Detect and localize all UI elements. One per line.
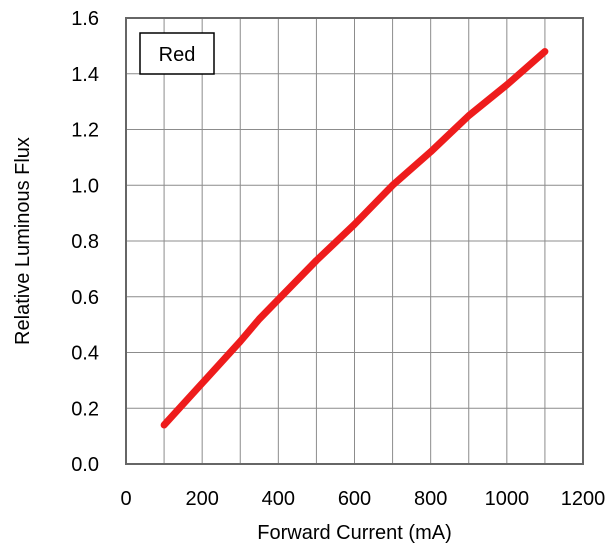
y-tick-label: 1.4 [71,64,99,86]
x-tick-label: 600 [338,488,371,510]
x-tick-label: 0 [120,488,131,510]
y-tick-label: 0.6 [71,287,99,309]
y-tick-label: 0.8 [71,231,99,253]
plot-frame [125,17,584,465]
y-tick-label: 0.0 [71,454,99,476]
x-tick-labels: 0 200 400 600 800 1000 1200 [120,488,605,510]
x-axis-label: Forward Current (mA) [257,522,451,544]
grid [126,18,583,464]
x-tick-label: 800 [414,488,447,510]
x-tick-label: 1200 [561,488,606,510]
y-tick-label: 1.2 [71,120,99,142]
x-tick-label: 1000 [485,488,530,510]
series-line-red [160,48,549,429]
x-tick-label: 400 [262,488,295,510]
x-tick-label: 200 [185,488,218,510]
y-tick-label: 0.2 [71,398,99,420]
y-tick-label: 1.6 [71,8,99,30]
y-tick-label: 1.0 [71,175,99,197]
series-lines [160,48,549,429]
legend-label: Red [159,44,196,66]
legend-box [139,32,215,75]
legend: Red [139,32,215,75]
y-tick-labels: 0.0 0.2 0.4 0.6 0.8 1.0 1.2 1.4 1.6 [71,8,99,476]
y-tick-label: 0.4 [71,343,99,365]
y-axis-label: Relative Luminous Flux [12,137,34,345]
